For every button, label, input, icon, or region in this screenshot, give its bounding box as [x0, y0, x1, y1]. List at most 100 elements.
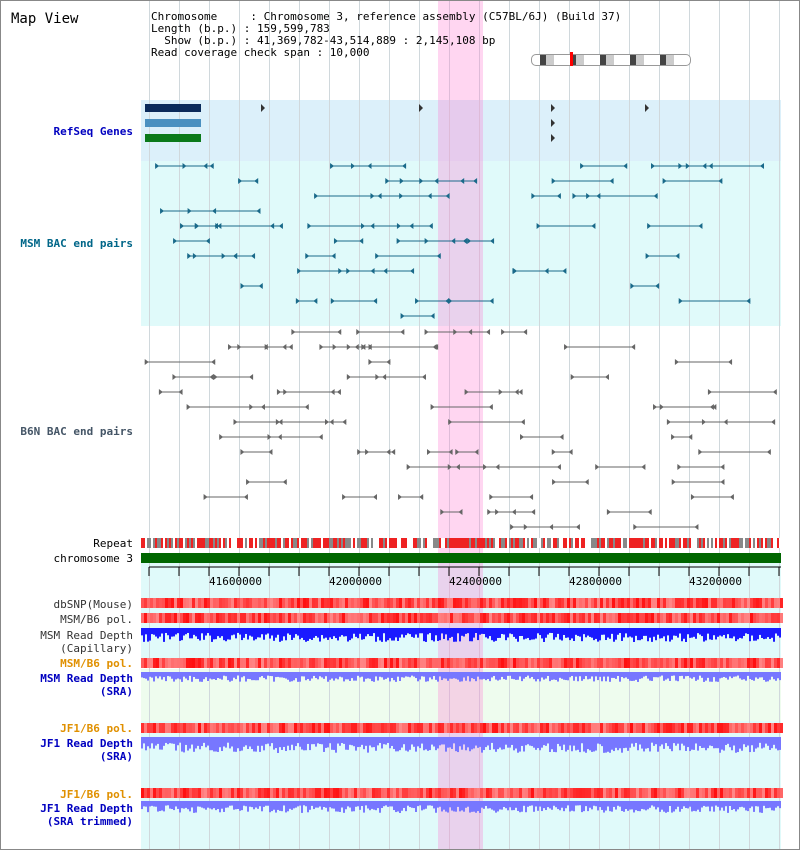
msm-b6-pol-heat	[180, 613, 183, 623]
msm-read-depth-capillary	[217, 628, 219, 637]
jf1-b6-pol-trim-heat	[762, 788, 765, 798]
msm-bac-pair-end	[580, 163, 585, 169]
jf1-read-depth-trimmed	[535, 801, 537, 807]
msm-b6-pol-sra-heat	[444, 658, 447, 668]
msm-read-depth-sra	[239, 672, 241, 682]
msm-b6-pol-heat	[507, 613, 510, 623]
msm-b6-pol-heat	[690, 613, 693, 623]
jf1-b6-pol-trim-heat	[258, 788, 261, 798]
jf1-b6-pol-trim-heat	[714, 788, 717, 798]
msm-b6-pol-sra-heat	[357, 658, 360, 668]
repeat-segment	[187, 538, 189, 548]
jf1-read-depth-sra	[273, 737, 275, 750]
msm-b6-pol-heat	[327, 613, 330, 623]
b6n-bac-pair-end	[440, 509, 445, 515]
msm-bac-pair-end	[338, 268, 343, 274]
msm-read-depth-sra	[195, 672, 197, 679]
jf1-read-depth-trimmed	[329, 801, 331, 808]
msm-read-depth-sra	[327, 672, 329, 682]
msm-b6-pol-heat	[672, 613, 675, 623]
jf1-b6-pol-heat	[630, 723, 633, 733]
grid-line	[329, 1, 330, 849]
jf1-b6-pol-trim-heat	[402, 788, 405, 798]
repeat-segment	[513, 538, 515, 548]
repeat-segment	[703, 538, 705, 548]
dbsnp-heat	[438, 598, 441, 608]
repeat-segment	[317, 538, 319, 548]
msm-read-depth-capillary	[333, 628, 335, 637]
jf1-read-depth-trimmed	[771, 801, 773, 811]
b6n-bac-pair-end	[712, 404, 717, 410]
msm-b6-pol-heat	[561, 613, 564, 623]
jf1-read-depth-trimmed	[625, 801, 627, 810]
msm-b6-pol-sra-heat	[168, 658, 171, 668]
msm-b6-pol-heat	[405, 613, 408, 623]
msm-read-depth-capillary	[707, 628, 709, 634]
jf1-read-depth-trimmed	[765, 801, 767, 809]
msm-read-depth-capillary	[279, 628, 281, 642]
msm-bac-pair-end	[217, 223, 222, 229]
jf1-b6-pol-trim-heat	[537, 788, 540, 798]
jf1-b6-pol-heat	[462, 723, 465, 733]
jf1-read-depth-trimmed	[215, 801, 217, 811]
jf1-read-depth-trimmed	[297, 801, 299, 807]
msm-read-depth-sra	[583, 672, 585, 680]
jf1-b6-pol-heat	[363, 723, 366, 733]
jf1-b6-pol-trim-heat	[243, 788, 246, 798]
jf1-read-depth-trimmed	[383, 801, 385, 807]
msm-b6-pol-sra-heat	[594, 658, 597, 668]
msm-b6-pol-heat	[744, 613, 747, 623]
msm-b6-pol-heat	[654, 613, 657, 623]
jf1-b6-pol-heat	[678, 723, 681, 733]
dbsnp-heat	[444, 598, 447, 608]
jf1-b6-pol-trim-heat	[699, 788, 702, 798]
msm-b6-pol-sra-heat	[591, 658, 594, 668]
jf1-read-depth-sra	[327, 737, 329, 748]
dbsnp-heat	[216, 598, 219, 608]
repeat-segment	[217, 538, 219, 548]
msm-read-depth-sra	[371, 672, 373, 682]
jf1-read-depth-trimmed	[561, 801, 563, 808]
jf1-read-depth-sra	[523, 737, 525, 752]
repeat-segment	[381, 538, 383, 548]
jf1-read-depth-sra	[665, 737, 667, 744]
msm-read-depth-sra	[221, 672, 223, 680]
jf1-read-depth-sra	[477, 737, 479, 748]
msm-read-depth-sra	[351, 672, 353, 679]
msm-read-depth-sra	[393, 672, 395, 681]
jf1-read-depth-trimmed	[295, 801, 297, 808]
msm-read-depth-capillary	[183, 628, 185, 636]
repeat-segment	[397, 538, 399, 548]
b6n-bac-pair-end	[398, 494, 403, 500]
msm-read-depth-capillary	[655, 628, 657, 641]
msm-read-depth-sra	[365, 672, 367, 679]
msm-read-depth-sra	[579, 672, 581, 677]
dbsnp-heat	[693, 598, 696, 608]
jf1-b6-pol-trim-heat	[612, 788, 615, 798]
jf1-b6-pol-trim-heat	[183, 788, 186, 798]
jf1-b6-pol-heat	[189, 723, 192, 733]
jf1-read-depth-trimmed	[623, 801, 625, 812]
dbsnp-heat	[381, 598, 384, 608]
jf1-read-depth-trimmed	[731, 801, 733, 810]
msm-b6-pol-sra-heat	[729, 658, 732, 668]
jf1-b6-pol-heat	[459, 723, 462, 733]
msm-b6-pol-heat	[636, 613, 639, 623]
msm-b6-pol-heat	[381, 613, 384, 623]
msm-b6-pol-heat	[330, 613, 333, 623]
jf1-read-depth-trimmed	[437, 801, 439, 808]
jf1-read-depth-sra	[253, 737, 255, 752]
dbsnp-heat	[174, 598, 177, 608]
msm-b6-pol-heat	[315, 613, 318, 623]
b6n-bac-pair-end	[447, 464, 452, 470]
b6n-bac-pair-end	[671, 479, 676, 485]
msm-read-depth-capillary	[309, 628, 311, 639]
jf1-read-depth-sra	[469, 737, 471, 752]
jf1-b6-pol-trim-heat	[657, 788, 660, 798]
msm-read-depth-capillary	[363, 628, 365, 640]
msm-read-depth-sra	[311, 672, 313, 679]
jf1-read-depth-sra	[295, 737, 297, 747]
msm-read-depth-sra	[559, 672, 561, 678]
jf1-read-depth-sra	[769, 737, 771, 750]
